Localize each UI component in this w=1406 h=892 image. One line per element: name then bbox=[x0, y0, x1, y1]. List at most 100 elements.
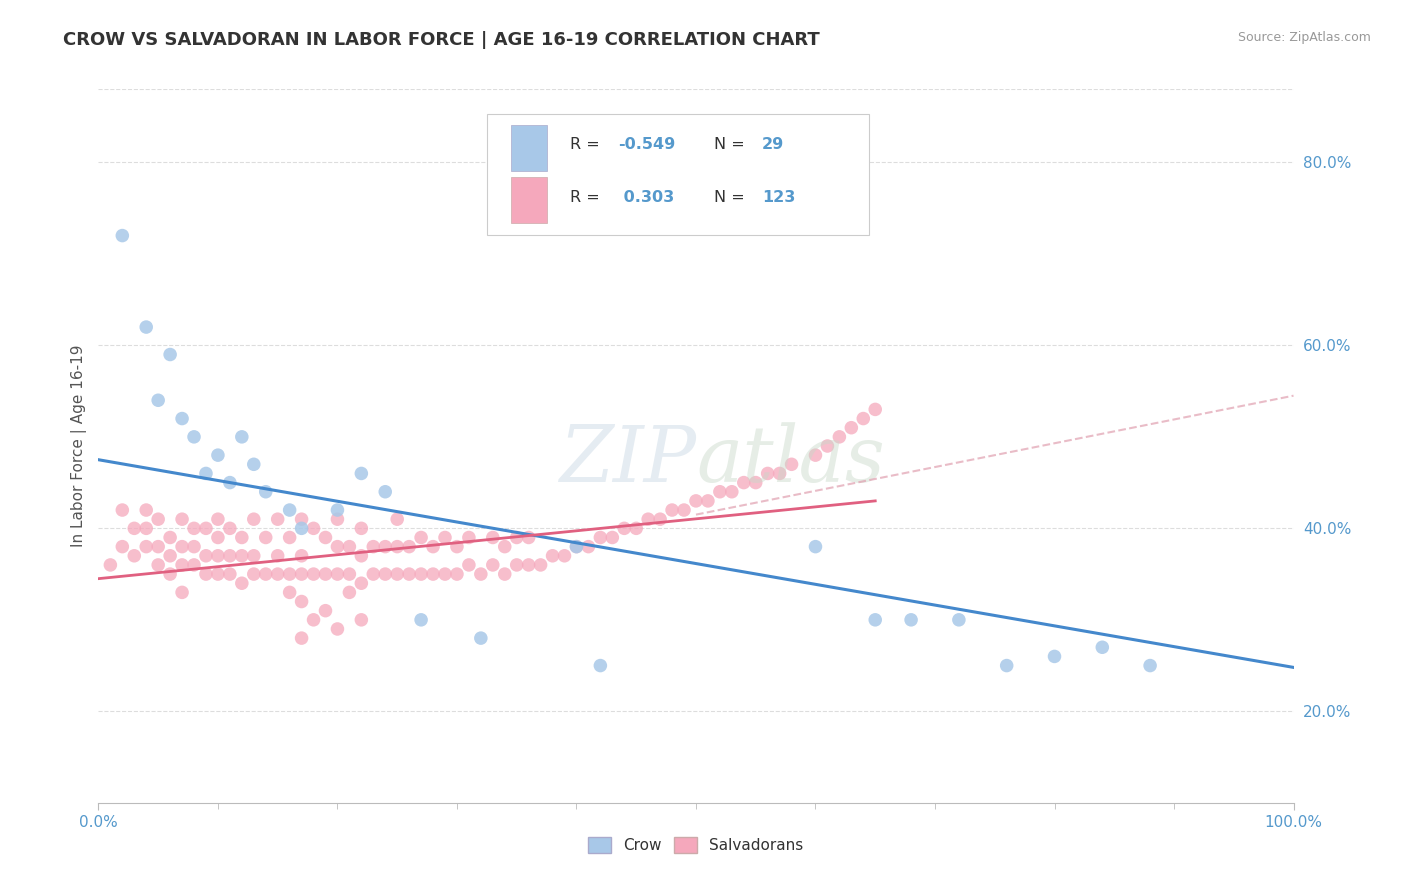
Point bbox=[111, 503, 134, 517]
Point bbox=[267, 549, 290, 563]
Point bbox=[673, 503, 696, 517]
Point bbox=[243, 549, 266, 563]
Point bbox=[326, 503, 349, 517]
Point bbox=[422, 540, 444, 554]
Point bbox=[278, 531, 301, 545]
Point bbox=[350, 467, 373, 481]
Text: N =: N = bbox=[714, 190, 749, 205]
Point bbox=[183, 558, 205, 572]
Point bbox=[422, 567, 444, 582]
Point bbox=[374, 540, 396, 554]
Point bbox=[780, 458, 803, 472]
Point bbox=[148, 558, 170, 572]
Point bbox=[828, 430, 851, 444]
Point bbox=[434, 531, 457, 545]
Text: atlas: atlas bbox=[696, 422, 884, 499]
Point bbox=[183, 521, 205, 535]
Point bbox=[148, 393, 170, 408]
Point bbox=[183, 540, 205, 554]
Point bbox=[865, 402, 887, 417]
Point bbox=[804, 448, 827, 462]
Point bbox=[231, 549, 253, 563]
Point bbox=[172, 540, 194, 554]
Point bbox=[159, 549, 181, 563]
Point bbox=[589, 531, 612, 545]
Text: 123: 123 bbox=[762, 190, 794, 205]
Point bbox=[219, 549, 242, 563]
Point bbox=[148, 540, 170, 554]
Point bbox=[291, 567, 314, 582]
Point bbox=[135, 503, 157, 517]
Point bbox=[172, 512, 194, 526]
Point bbox=[481, 531, 505, 545]
Point bbox=[1091, 640, 1114, 655]
Point bbox=[554, 549, 576, 563]
Point bbox=[254, 531, 277, 545]
Point bbox=[411, 567, 433, 582]
Text: R =: R = bbox=[571, 190, 606, 205]
Point bbox=[481, 558, 505, 572]
Point bbox=[613, 521, 636, 535]
Point bbox=[709, 484, 731, 499]
Point bbox=[411, 531, 433, 545]
Point bbox=[506, 558, 529, 572]
Point bbox=[135, 540, 157, 554]
Point bbox=[385, 540, 409, 554]
Point bbox=[302, 613, 325, 627]
Point bbox=[374, 567, 396, 582]
Point bbox=[98, 558, 122, 572]
Point bbox=[411, 613, 433, 627]
Point bbox=[517, 558, 540, 572]
Point bbox=[385, 567, 409, 582]
Point bbox=[398, 567, 420, 582]
FancyBboxPatch shape bbox=[510, 125, 547, 171]
Point bbox=[231, 576, 253, 591]
Point bbox=[219, 521, 242, 535]
Point bbox=[697, 494, 720, 508]
Point bbox=[326, 567, 349, 582]
Text: R =: R = bbox=[571, 137, 606, 153]
Point bbox=[721, 484, 744, 499]
Point bbox=[350, 613, 373, 627]
FancyBboxPatch shape bbox=[510, 177, 547, 223]
Point bbox=[243, 458, 266, 472]
Point bbox=[578, 540, 600, 554]
Point bbox=[626, 521, 648, 535]
Text: 29: 29 bbox=[762, 137, 785, 153]
Point bbox=[135, 521, 157, 535]
Text: N =: N = bbox=[714, 137, 749, 153]
Point bbox=[291, 512, 314, 526]
Point bbox=[363, 567, 385, 582]
Point bbox=[302, 521, 325, 535]
Point bbox=[815, 439, 838, 453]
Point bbox=[159, 567, 181, 582]
Point bbox=[374, 484, 396, 499]
Point bbox=[231, 430, 253, 444]
Point bbox=[350, 549, 373, 563]
Point bbox=[326, 512, 349, 526]
Point bbox=[243, 512, 266, 526]
Point bbox=[183, 430, 205, 444]
Point bbox=[243, 567, 266, 582]
Point bbox=[494, 567, 516, 582]
FancyBboxPatch shape bbox=[486, 114, 869, 235]
Point bbox=[278, 567, 301, 582]
Point bbox=[172, 558, 194, 572]
Point bbox=[278, 585, 301, 599]
Point bbox=[124, 521, 146, 535]
Point bbox=[172, 411, 194, 425]
Point bbox=[1043, 649, 1066, 664]
Point bbox=[458, 558, 481, 572]
Point bbox=[207, 531, 229, 545]
Point bbox=[267, 567, 290, 582]
Point bbox=[565, 540, 588, 554]
Point bbox=[207, 448, 229, 462]
Text: -0.549: -0.549 bbox=[619, 137, 675, 153]
Point bbox=[434, 567, 457, 582]
Legend: Crow, Salvadorans: Crow, Salvadorans bbox=[582, 831, 810, 859]
Point bbox=[506, 531, 529, 545]
Point bbox=[315, 567, 337, 582]
Point bbox=[195, 521, 218, 535]
Point bbox=[589, 658, 612, 673]
Point bbox=[326, 622, 349, 636]
